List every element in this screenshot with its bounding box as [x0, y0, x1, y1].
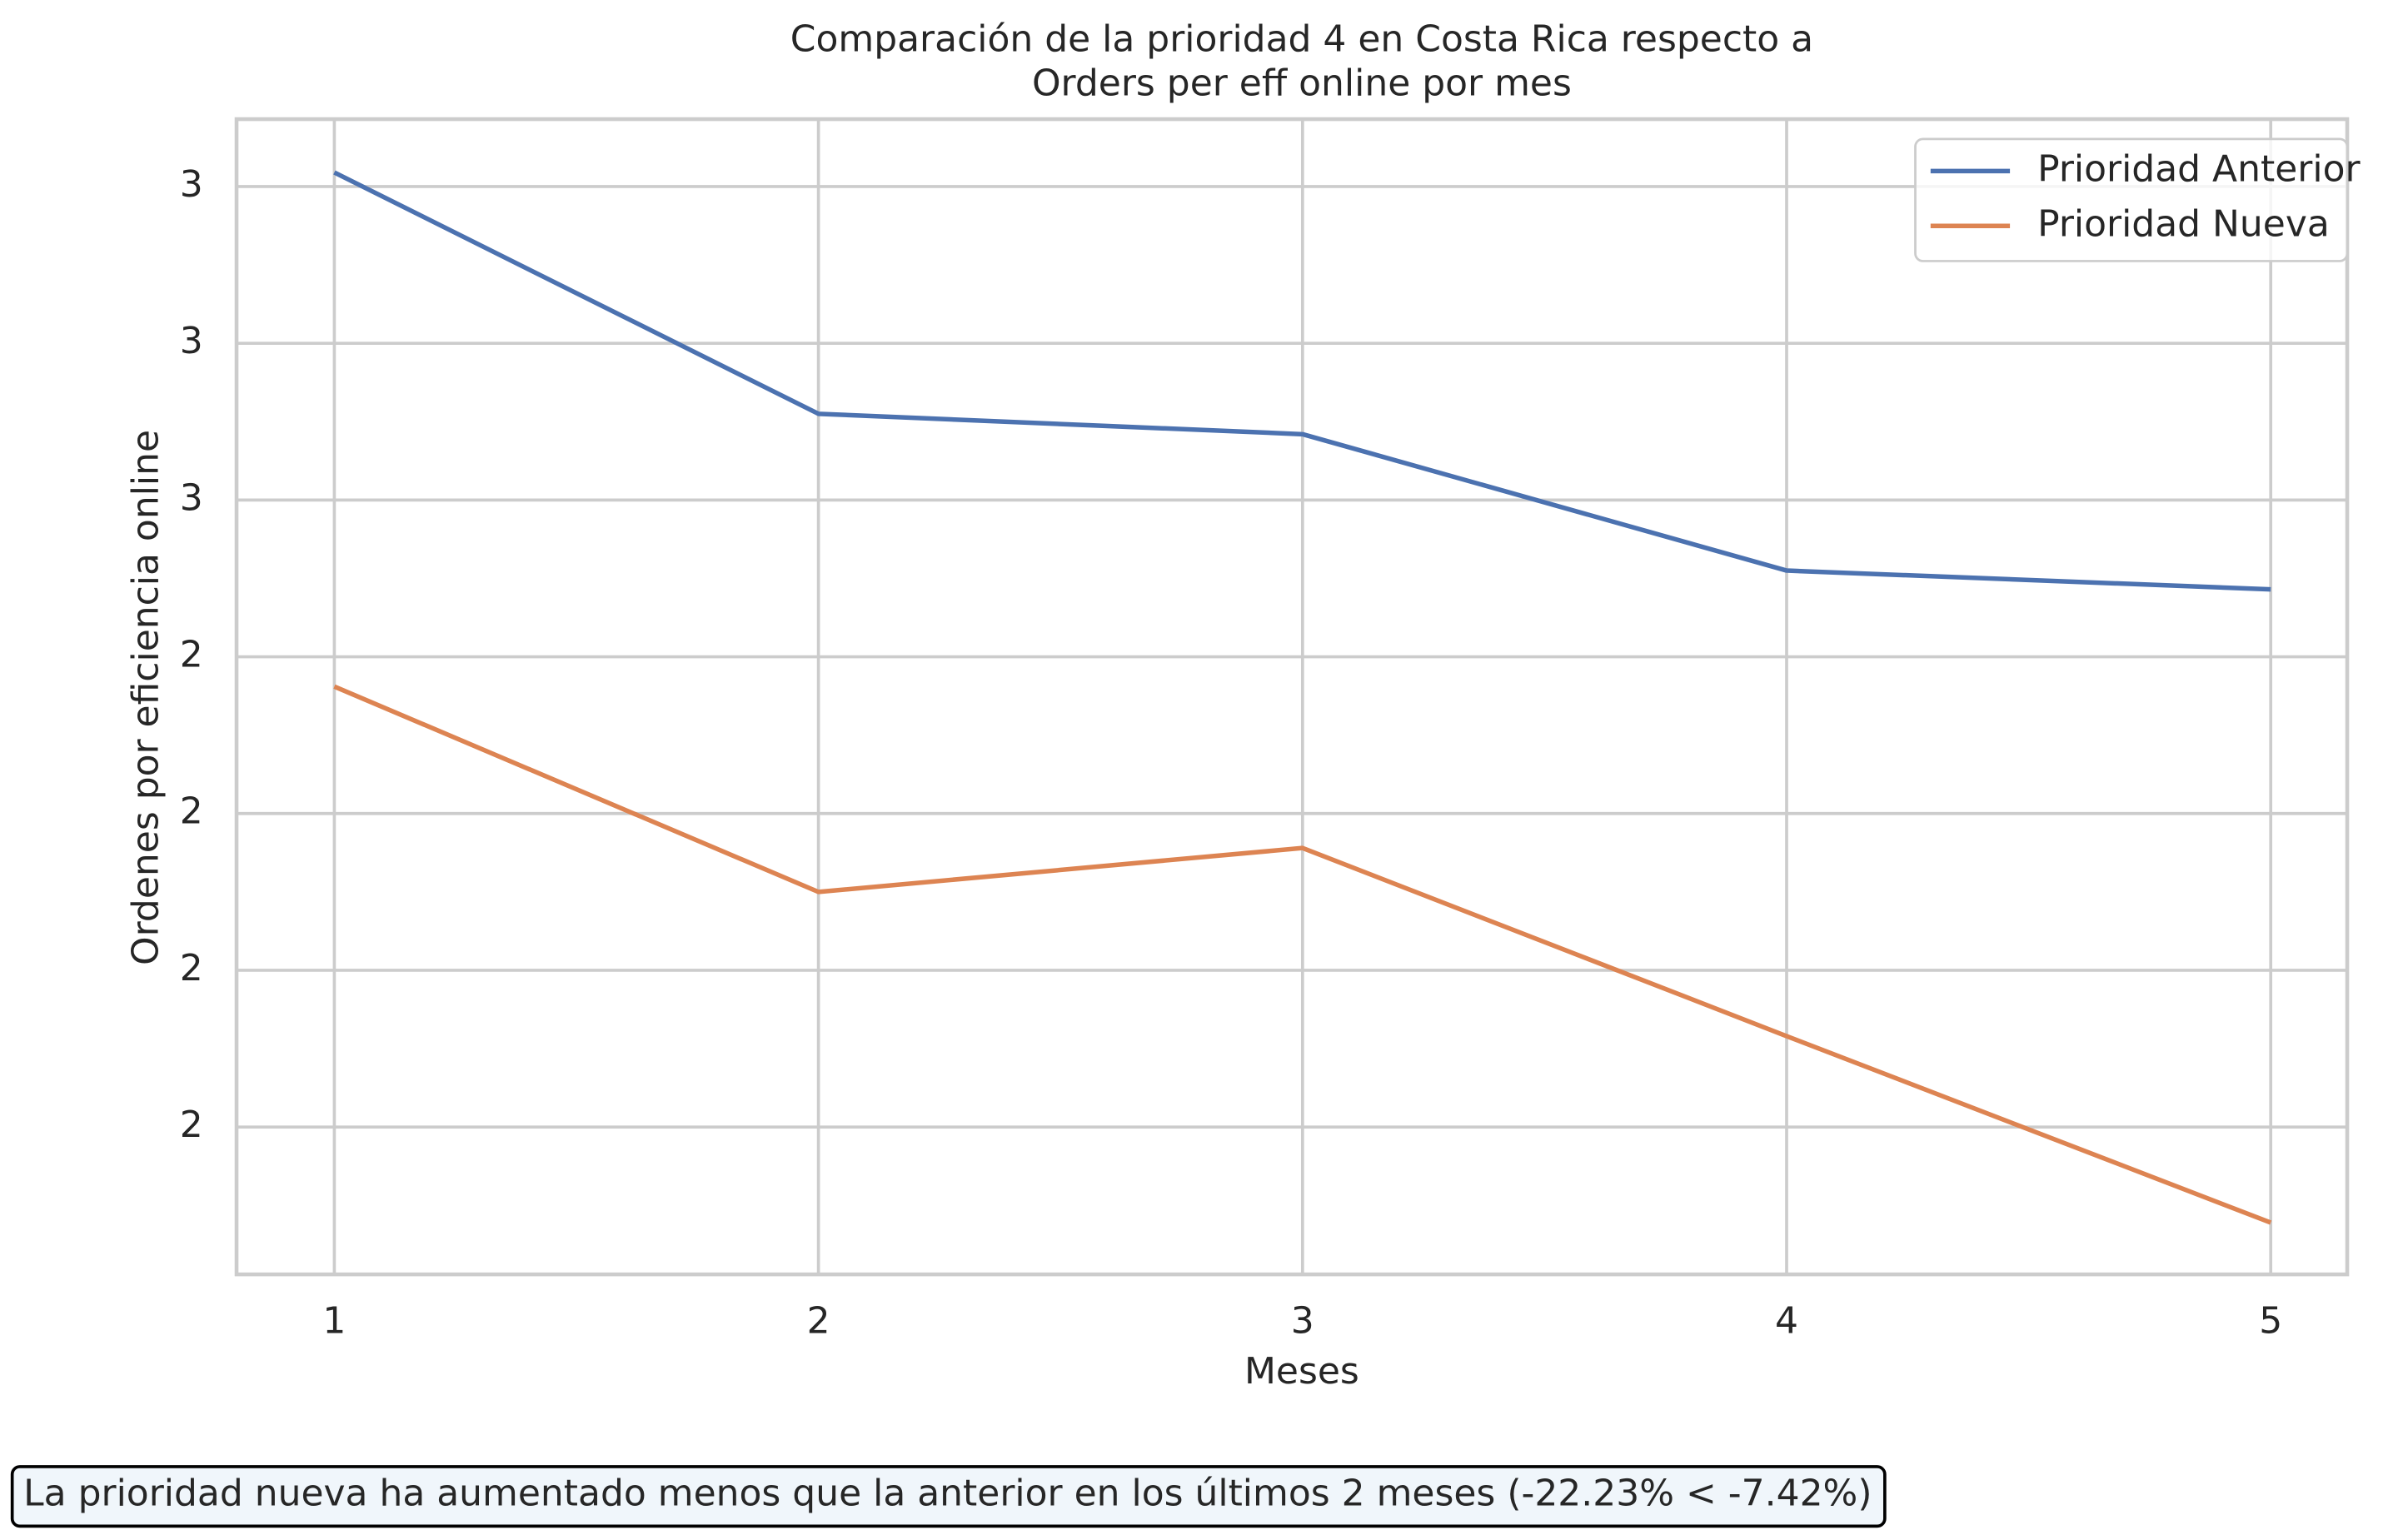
line-series [333, 684, 2272, 1225]
y-tick-label: 2 [180, 790, 203, 833]
y-tick-label: 3 [180, 320, 203, 362]
line-series [333, 170, 2271, 592]
legend-label: Prioridad Nueva [2037, 202, 2330, 245]
x-axis-label: Meses [1244, 1350, 1359, 1393]
y-tick-label: 2 [180, 1104, 203, 1146]
y-axis-label: Ordenes por eficiencia online [125, 430, 167, 965]
annotation-box [10, 1465, 1887, 1528]
y-tick-label: 3 [180, 163, 203, 206]
x-tick-label: 2 [807, 1300, 830, 1343]
y-tick-label: 2 [180, 634, 203, 676]
x-tick-label: 1 [322, 1300, 346, 1343]
legend-box [1914, 137, 2349, 262]
plot-frame [234, 117, 2350, 1277]
y-tick-label: 3 [180, 476, 203, 519]
legend-label: Prioridad Anterior [2037, 147, 2361, 190]
y-tick-label: 2 [180, 947, 203, 989]
chart-title: Comparación de la prioridad 4 en Costa R… [790, 18, 1813, 105]
x-tick-label: 5 [2259, 1300, 2282, 1343]
annotation: La prioridad nueva ha aumentado menos qu… [23, 1473, 1872, 1515]
x-tick-label: 4 [1775, 1300, 1798, 1343]
x-tick-label: 3 [1291, 1300, 1314, 1343]
